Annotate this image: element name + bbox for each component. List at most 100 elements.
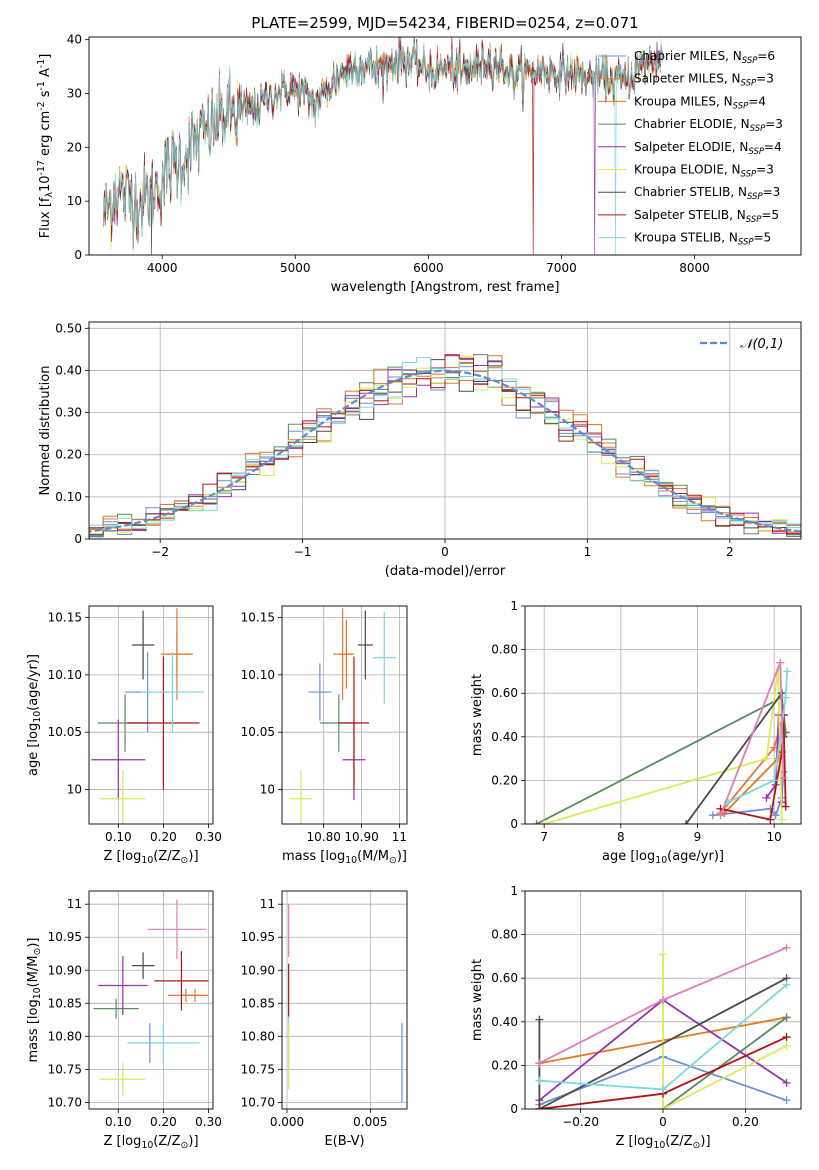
x-tick-label: 9	[694, 830, 702, 844]
x-axis-label: mass [log10(M/M⊙)]	[282, 849, 407, 866]
legend-label: Chabrier ELODIE, NSSP=3	[634, 117, 783, 134]
label-fragment: (age/yr)]	[26, 654, 41, 711]
y-axis-label: age [log10(age/yr)]	[26, 654, 43, 776]
label-fragment: ]	[38, 54, 53, 59]
label-fragment: (age/yr)]	[667, 849, 724, 864]
axes-residuals: −2 −1 0 1 2 0 0.10 0.20 0.30 0.40 0.50 (data-model)…	[38, 321, 802, 579]
label-fragment: (Z/Z	[153, 1134, 180, 1149]
legend-ssp-count: =3	[756, 163, 774, 177]
weight-marker	[782, 943, 791, 952]
x-axis-label: (data-model)/error	[385, 564, 506, 579]
y-axis-label: mass [log10(M/M⊙)]	[26, 938, 43, 1063]
figure-title: PLATE=2599, MJD=54234, FIBERID=0254, z=0…	[251, 14, 638, 32]
legend-ssp-count: =4	[764, 140, 782, 154]
x-tick-label: 0.005	[353, 1115, 387, 1129]
y-axis-label: Normed distribution	[38, 366, 53, 496]
legend-model-name: Salpeter ELODIE, N	[634, 140, 748, 154]
label-fragment: A	[38, 68, 53, 81]
y-axis-label: Flux [fλ10-17 erg cm-2 s-1 A-1]	[36, 54, 55, 239]
label-fragment: age [log	[602, 849, 655, 864]
label-fragment: Flux [f	[38, 197, 53, 238]
x-tick-label: 11	[392, 830, 407, 844]
plot-area-mass_vs_Z	[93, 899, 209, 1096]
weight-marker	[779, 774, 788, 783]
legend-ssp-count: =4	[748, 94, 766, 108]
label-fragment: λ	[44, 191, 55, 197]
y-tick-label: 10.05	[241, 725, 275, 739]
label-fragment: age [log	[26, 723, 41, 776]
y-tick-label: 10.85	[48, 996, 82, 1010]
y-tick-label: 10	[67, 783, 82, 797]
weight-marker	[659, 950, 667, 959]
y-tick-label: 10.90	[48, 963, 82, 977]
label-fragment: 10	[141, 855, 153, 866]
weight-marker	[535, 1015, 544, 1024]
y-axis-label: mass weight	[470, 959, 485, 1041]
label-fragment: 10	[655, 855, 667, 866]
label-fragment: wavelength [Angstrom, rest frame]	[331, 280, 560, 295]
y-tick-label: 10.80	[241, 1029, 275, 1043]
x-tick-label: 6000	[413, 261, 444, 275]
legend-ssp-sub: SSP	[741, 79, 757, 89]
y-tick-label: 0	[510, 817, 518, 831]
y-tick-label: 11	[67, 897, 82, 911]
label-fragment: ⊙	[32, 948, 43, 956]
label-fragment: (M/M	[357, 849, 389, 864]
weight-marker	[782, 980, 791, 989]
legend-ssp-sub: SSP	[750, 124, 766, 134]
x-tick-label: 10.80	[306, 830, 340, 844]
label-fragment: 10	[32, 987, 43, 999]
x-tick-label: 1	[584, 545, 592, 559]
legend-label: Salpeter MILES, NSSP=3	[634, 72, 774, 89]
y-tick-label: 10.10	[48, 668, 82, 682]
y-tick-label: 0.10	[55, 490, 82, 504]
x-tick-label: 7	[540, 830, 548, 844]
y-tick-label: 0.20	[491, 1058, 518, 1072]
x-tick-label: 8	[617, 830, 625, 844]
x-tick-label: 0.10	[105, 1115, 132, 1129]
legend-ssp-count: =3	[763, 185, 781, 199]
label-fragment: (Z/Z	[665, 1134, 692, 1149]
weight-marker	[782, 1033, 791, 1042]
y-tick-label: 1	[510, 599, 518, 613]
y-tick-label: 0.80	[491, 643, 518, 657]
y-tick-label: 10.05	[48, 725, 82, 739]
x-tick-label: 0	[659, 1115, 667, 1129]
histogram-8	[89, 357, 801, 538]
axes-weight_vs_Z: −0.20 0 0.20 0 0.20 0.40 0.60 0.80 1 Z [log10(Z/Z…	[470, 884, 802, 1151]
label-fragment: -1	[36, 59, 47, 68]
y-tick-label: 40	[67, 33, 82, 47]
plot-area-weight_vs_age	[532, 658, 792, 824]
legend-model-name: Chabrier STELIB, N	[634, 185, 747, 199]
x-tick-label: 0.30	[195, 830, 222, 844]
weight-marker	[782, 1013, 791, 1022]
label-fragment: )]	[188, 849, 198, 864]
legend-model-name: Kroupa STELIB, N	[634, 231, 738, 245]
x-tick-label: 10	[767, 830, 782, 844]
axes-frame	[88, 36, 802, 256]
x-tick-label: 0.20	[732, 1115, 759, 1129]
legend-label: Kroupa MILES, NSSP=4	[634, 94, 766, 111]
x-tick-label: −2	[151, 545, 169, 559]
label-fragment: (M/M	[26, 956, 41, 988]
y-tick-label: 20	[67, 140, 82, 154]
label-fragment: -17	[36, 160, 47, 175]
legend-ssp-sub: SSP	[733, 101, 749, 111]
label-fragment: ⊙	[181, 855, 189, 866]
x-axis-label: E(B-V)	[324, 1134, 364, 1149]
x-axis-label: Z [log10(Z/Z⊙)]	[103, 1134, 198, 1151]
weight-marker	[771, 811, 780, 820]
normal-curve	[89, 369, 801, 533]
label-fragment: )]	[397, 849, 407, 864]
y-tick-label: 0	[510, 1102, 518, 1116]
x-tick-label: 8000	[679, 261, 710, 275]
y-tick-label: 10.95	[48, 930, 82, 944]
y-tick-label: 0.60	[491, 686, 518, 700]
legend-model-name: Kroupa ELODIE, N	[634, 163, 741, 177]
legend-model-name: Salpeter MILES, N	[634, 72, 741, 86]
label-fragment: Z [log	[615, 1134, 653, 1149]
normal-legend-label: 𝒩(0,1)	[740, 337, 783, 352]
weight-marker	[535, 1105, 544, 1109]
axes-frame	[524, 605, 802, 825]
